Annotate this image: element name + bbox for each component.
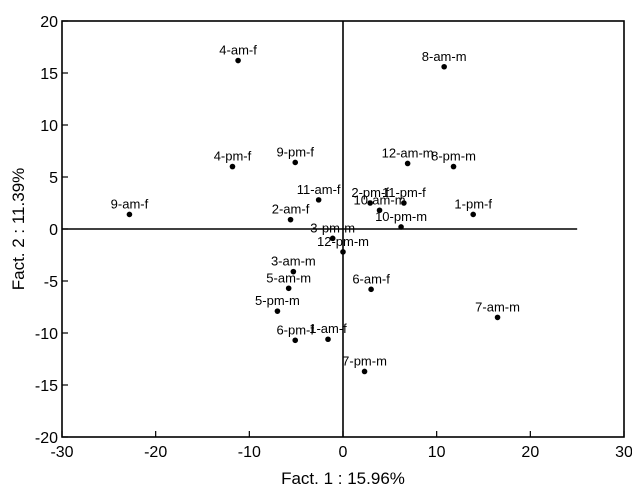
data-point (285, 285, 292, 292)
x-tick-label: 30 (615, 444, 632, 461)
data-point (398, 224, 404, 230)
point-label: 3-am-m (271, 254, 316, 269)
data-point (368, 286, 374, 293)
point-label: 10-pm-m (375, 209, 427, 224)
data-point (376, 207, 383, 214)
zero-lines (62, 21, 578, 437)
point-label: 11-pm-f (382, 185, 426, 200)
data-point (290, 268, 297, 275)
x-tick-label: -20 (144, 444, 167, 461)
point-label: 10-am-m (354, 192, 406, 207)
data-point (470, 211, 476, 218)
x-tick-label: 20 (521, 444, 539, 461)
point-label: 8-am-m (422, 49, 467, 64)
point-label: 6-am-f (352, 271, 390, 286)
data-point (235, 57, 241, 64)
data-point (494, 314, 501, 321)
y-tick-label: 20 (40, 14, 58, 31)
point-label: 3-pm-m (310, 220, 355, 235)
data-point (126, 211, 133, 218)
point-label: 4-pm-f (214, 149, 252, 164)
point-label: 8-pm-m (431, 149, 476, 164)
y-tick-label: -20 (35, 430, 58, 447)
data-point (315, 197, 322, 203)
point-label: 9-am-f (111, 196, 149, 211)
point-label: 9-pm-f (276, 144, 314, 159)
y-tick-label: -10 (35, 326, 58, 343)
data-point (361, 368, 368, 375)
point-label: 4-am-f (219, 43, 257, 58)
x-tick-label: 10 (428, 444, 446, 461)
point-label: 11-am-f (297, 182, 341, 197)
data-point (367, 200, 373, 206)
data-points: 4-am-f 8-am-m 4-pm-f 9-pm-f 12-am-m8-pm-m 11-… (111, 43, 520, 375)
x-axis-title: Fact. 1 : 15.96% (281, 469, 405, 488)
data-point (292, 159, 299, 166)
y-tick-label: 0 (49, 222, 58, 239)
data-point (287, 216, 294, 223)
y-axis-title: Fact. 2 : 11.39% (9, 168, 28, 291)
x-tick-label: -30 (50, 444, 73, 461)
data-point (441, 63, 447, 70)
point-label: 12-pm-m (317, 234, 369, 249)
y-tick-label: 10 (40, 118, 58, 135)
point-label: 1-am-f (309, 321, 347, 336)
y-tick-label: -5 (44, 274, 58, 291)
point-label: 12-am-m (382, 145, 434, 160)
point-label: 7-am-m (475, 299, 520, 314)
data-point (325, 336, 331, 343)
point-label: 7-pm-m (342, 353, 387, 368)
y-tick-label: -15 (35, 378, 58, 395)
point-label: 1-pm-f (454, 196, 492, 211)
x-tick-label: -10 (238, 444, 261, 461)
point-label: 2-am-f (272, 202, 310, 217)
point-label: 5-pm-m (255, 293, 300, 308)
point-label: 2-pm-f (351, 185, 389, 200)
y-tick-label: 5 (49, 170, 58, 187)
data-point (292, 337, 299, 344)
data-point (450, 163, 457, 170)
data-point (340, 249, 346, 255)
data-point (329, 235, 336, 242)
y-tick-label: 15 (40, 66, 58, 83)
x-tick-label: 0 (339, 444, 348, 461)
data-point (274, 308, 281, 314)
data-point (401, 200, 407, 206)
point-label: 6-pm-f (276, 322, 314, 337)
data-point (404, 160, 411, 167)
data-point (229, 163, 236, 170)
point-label: 5-am-m (266, 270, 311, 285)
